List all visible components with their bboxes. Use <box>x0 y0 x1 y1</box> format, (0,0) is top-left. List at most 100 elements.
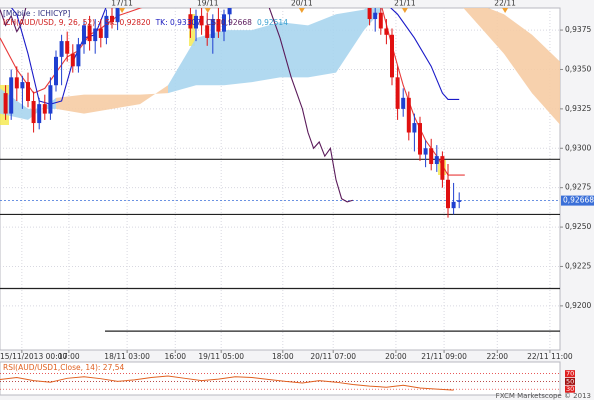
y-tick-label: 0,9250 <box>565 222 591 231</box>
candle-body <box>14 77 19 89</box>
x-tick-label: 20:00 <box>385 352 407 361</box>
legend-entry: SK: 0,92820 <box>105 18 151 27</box>
rsi-title: RSI(AUD/USD1,Close, 14): 27,54 <box>3 363 124 372</box>
top-tick-label: 22/11 <box>494 0 516 8</box>
candle-body <box>3 93 8 114</box>
rsi-tick-label: 30 <box>566 385 574 393</box>
candle-body <box>54 56 58 86</box>
x-tick-label: 16:00 <box>164 352 186 361</box>
footer: FXCM Marketscope © 2013 <box>496 392 591 400</box>
top-tick-marker <box>401 8 408 13</box>
candle-body <box>37 104 42 124</box>
candle-body <box>98 28 103 38</box>
candle-body <box>423 148 428 155</box>
y-tick-label: 0,9275 <box>565 183 591 192</box>
cloud-segment <box>196 30 224 86</box>
top-tick-label: 19/11 <box>197 0 219 8</box>
rsi-tick-box <box>565 385 575 393</box>
top-tick-marker <box>119 8 126 13</box>
candle-body <box>42 104 47 114</box>
top-tick-marker <box>204 8 211 13</box>
candle-body <box>110 15 114 23</box>
candle-body <box>70 53 75 67</box>
candle-body <box>446 179 450 209</box>
top-tick-label: 21/11 <box>394 0 416 8</box>
x-tick-label: 22/11 11:00 <box>527 352 573 361</box>
rsi-tick-box <box>565 377 575 385</box>
candle-body <box>65 41 70 54</box>
candle-body <box>76 44 81 67</box>
candle-body <box>378 12 383 29</box>
cloud-segment <box>476 8 504 54</box>
candle-body <box>31 100 36 124</box>
x-tick-label: 22:00 <box>486 352 508 361</box>
y-tick-label: 0,9325 <box>565 104 591 113</box>
x-tick-label: 20/11 07:00 <box>310 352 356 361</box>
candle-body <box>188 14 193 29</box>
legend-entry: ICH(AUD/USD, 9, 26, 52) : <box>3 18 100 27</box>
indicator-line <box>0 8 353 203</box>
rsi-tick-box <box>565 370 575 378</box>
candle-body <box>412 123 417 133</box>
candle-body <box>59 41 64 57</box>
legend-entry: CS: 0,92668 <box>206 18 252 27</box>
cloud-segment <box>84 94 112 114</box>
cloud-segment <box>532 34 560 125</box>
candle-body <box>227 8 232 15</box>
candle-body <box>48 85 53 114</box>
last-price-box <box>561 195 594 206</box>
cloud-segment <box>112 94 140 109</box>
x-tick-label: 21/11 09:00 <box>421 352 467 361</box>
candle-body <box>93 28 98 42</box>
candle-body <box>82 25 86 45</box>
legend-entry: 0,92514 <box>257 18 288 27</box>
candle-body <box>401 97 406 109</box>
candle-body <box>222 14 226 32</box>
candle-body <box>115 8 120 23</box>
candle-body <box>440 156 445 180</box>
y-tick-label: 0,9350 <box>565 64 591 73</box>
candle-body <box>216 19 221 32</box>
x-tick-label: 17:00 <box>58 352 80 361</box>
cloud-segment <box>336 9 364 73</box>
cloud-segment <box>252 22 280 83</box>
cloud-segment <box>504 14 532 94</box>
cloud-segment <box>168 37 196 94</box>
last-price-label: 0,92668 <box>563 196 594 205</box>
candle-body <box>20 82 25 89</box>
header: [Mobile : ICHICYP] <box>3 9 70 18</box>
plot-area <box>0 8 560 350</box>
cloud-segment <box>463 8 476 23</box>
candle-body <box>406 97 411 133</box>
y-tick-label: 0,9375 <box>565 25 591 34</box>
y-tick-label: 0,9200 <box>565 301 591 310</box>
cloud-segment <box>280 22 308 78</box>
candle-body <box>418 123 422 155</box>
candle-body <box>451 201 456 209</box>
x-tick-label: 18/11 03:00 <box>104 352 150 361</box>
candle-body <box>457 200 462 202</box>
top-tick-marker <box>502 8 509 13</box>
candle-body <box>194 15 198 29</box>
top-tick-marker <box>298 8 305 13</box>
candle-body <box>367 8 372 20</box>
x-tick-label: 19/11 05:00 <box>198 352 244 361</box>
candle-body <box>429 148 434 165</box>
y-tick-label: 0,9225 <box>565 261 591 270</box>
rsi-tick-label: 50 <box>566 377 574 385</box>
x-tick-label: 15/11/2013 00:00 <box>0 352 67 361</box>
candle-body <box>26 82 30 101</box>
x-tick-label: 18:00 <box>272 352 294 361</box>
cloud-segment <box>224 30 252 86</box>
candle-body <box>395 77 400 109</box>
candle-body <box>104 15 109 38</box>
candle-body <box>87 25 92 42</box>
rsi-area <box>0 373 560 391</box>
candle-body <box>210 19 215 38</box>
cloud-segment <box>308 14 336 78</box>
rsi-tick-label: 70 <box>566 370 574 378</box>
cloud-segment <box>140 85 168 105</box>
